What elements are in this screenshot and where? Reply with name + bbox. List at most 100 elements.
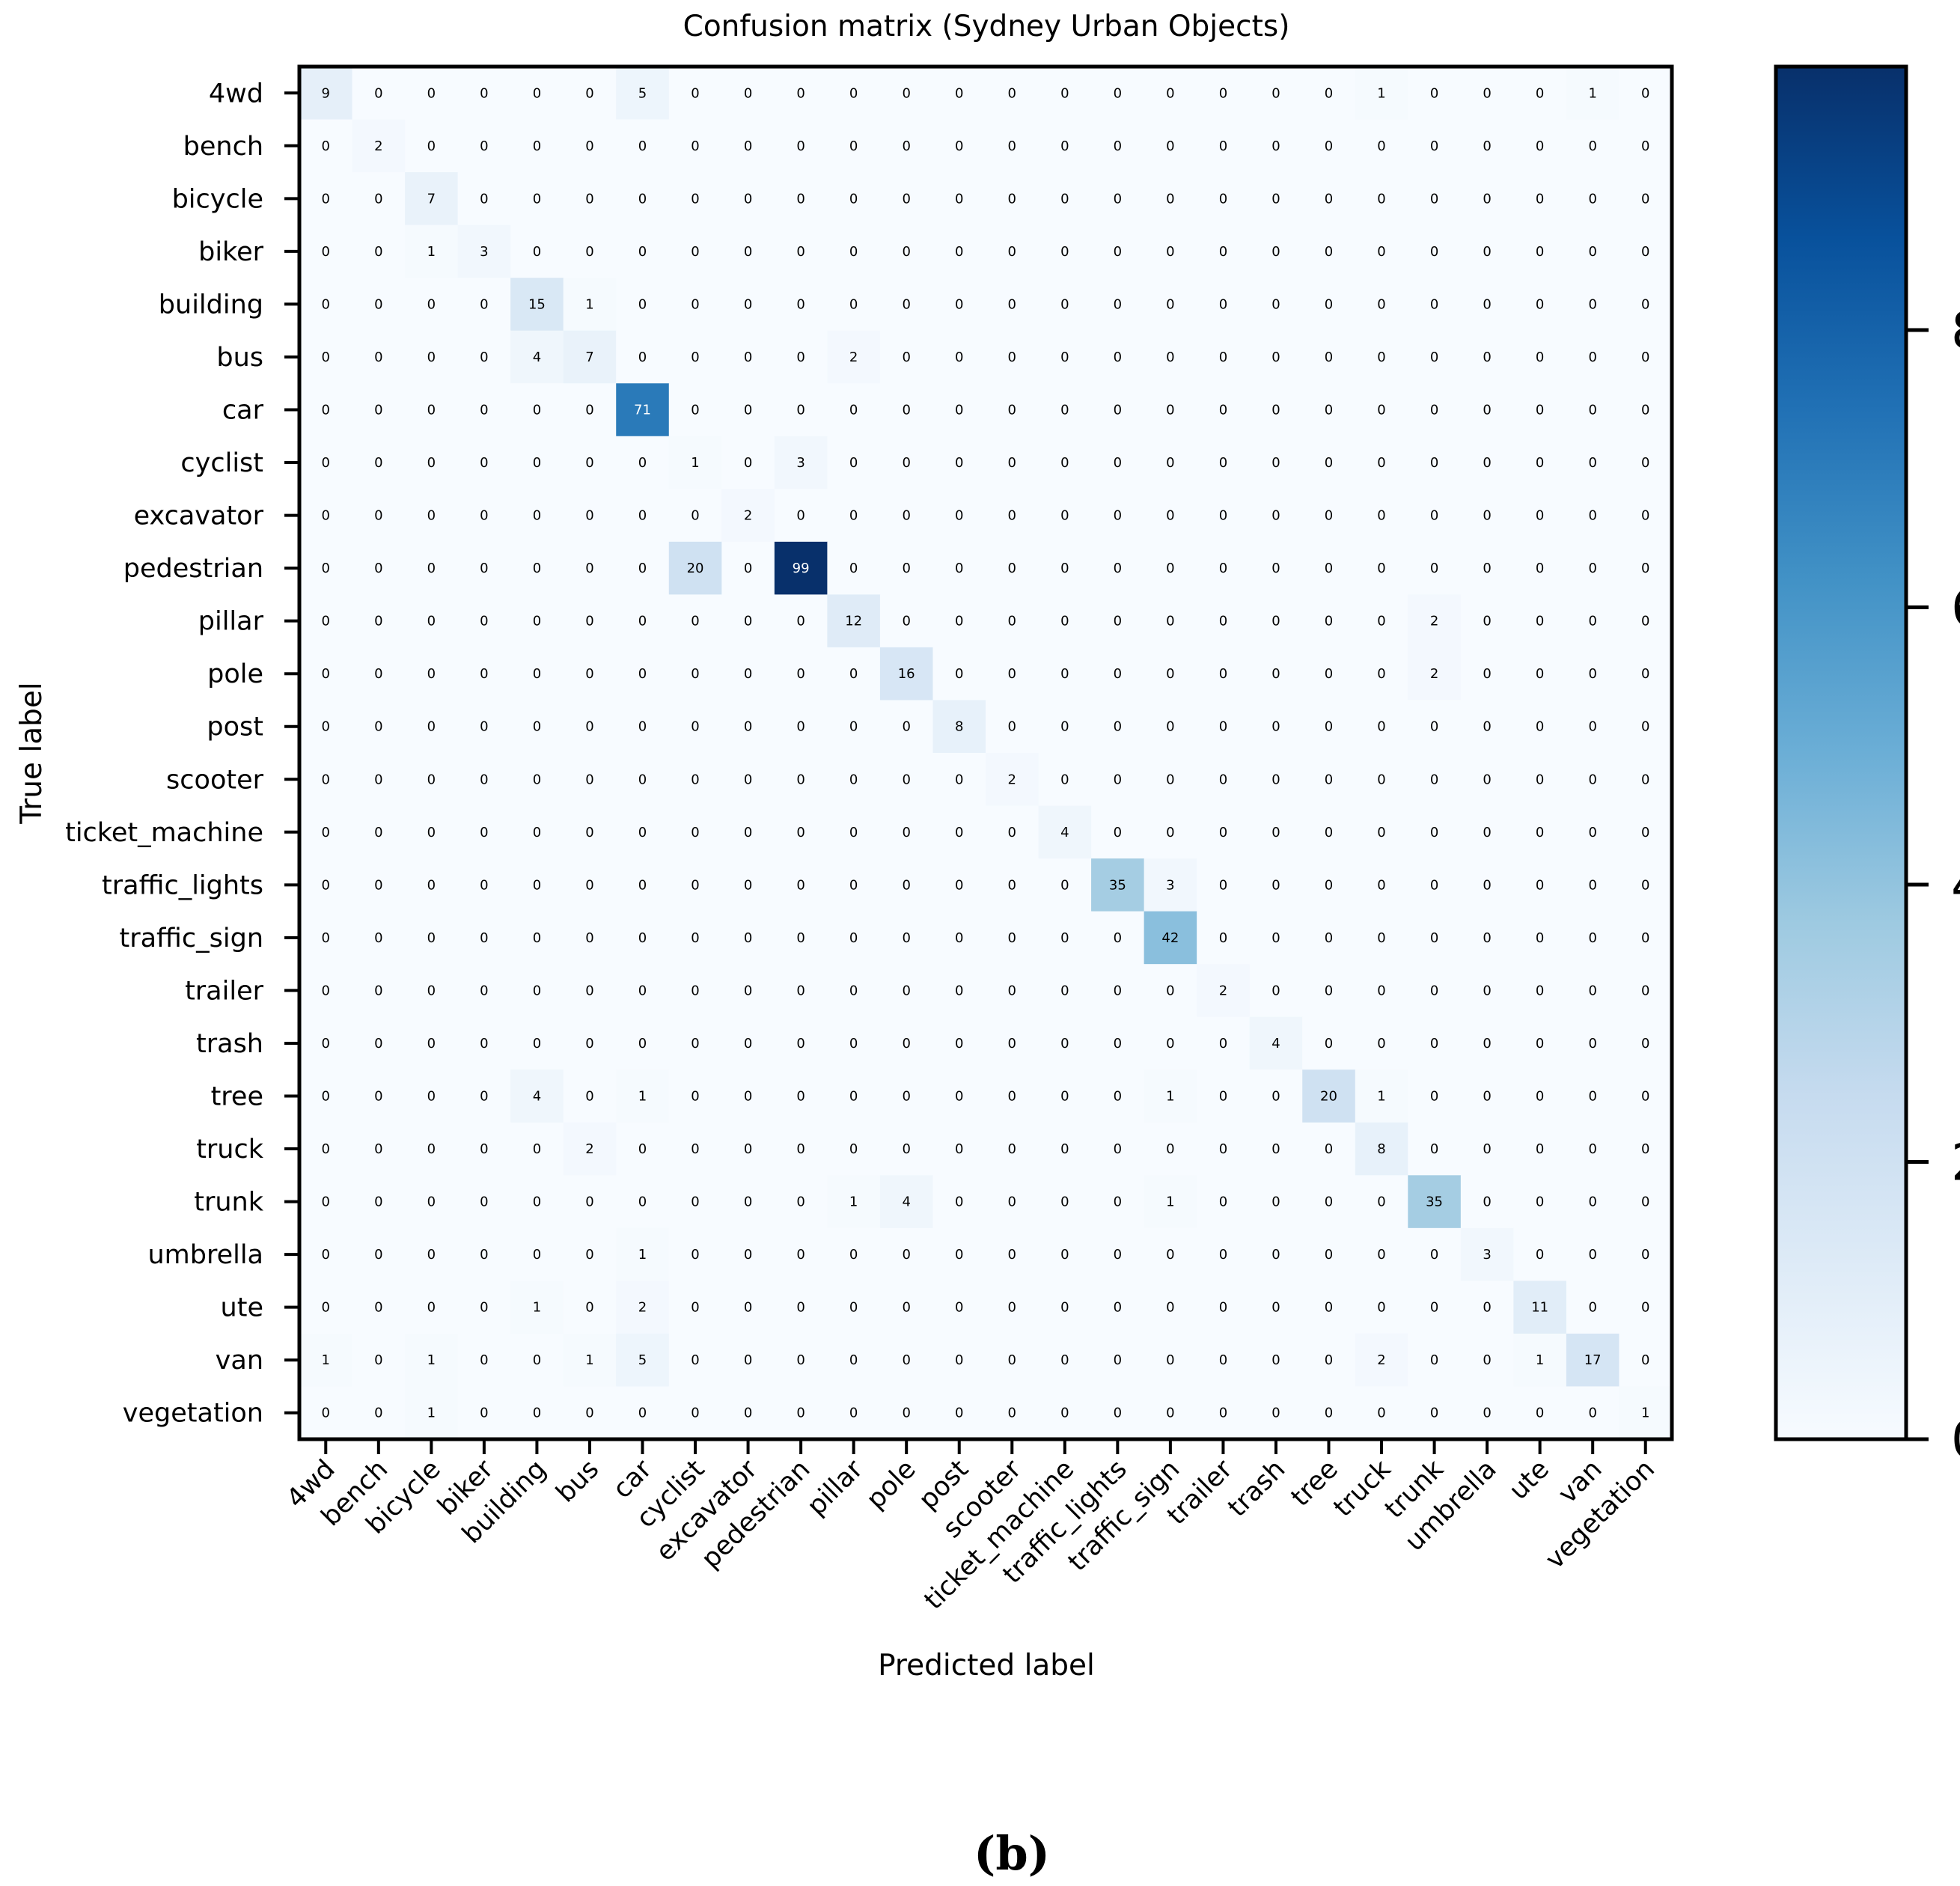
heatmap-cell (879, 1069, 933, 1123)
heatmap-cell (668, 1281, 722, 1334)
cell-value-label: 4 (902, 1194, 910, 1210)
cell-value-label: 0 (1483, 825, 1491, 840)
cell-value-label: 0 (1588, 508, 1596, 524)
cell-value-label: 0 (744, 983, 752, 998)
heatmap-cell (1619, 541, 1673, 595)
x-axis-label: Predicted label (878, 1649, 1095, 1682)
cell-value-label: 11 (1531, 1300, 1548, 1316)
heatmap-cell (1197, 1122, 1251, 1176)
cell-value-label: 0 (1588, 614, 1596, 629)
heatmap-cell (1355, 964, 1408, 1018)
heatmap-cell (299, 67, 353, 120)
heatmap-cell (1091, 436, 1145, 489)
heatmap-cell (405, 911, 459, 965)
heatmap-cells: 9 0 0 0 0 0 5 0 0 0 0 0 0 0 0 0 0 0 0 0 1 0 0 0 1 00 2 0 0 0 0 0 0 0 0 0 0 0 0… (299, 67, 1673, 1440)
heatmap-cell (616, 1069, 670, 1123)
colorbar-ticks: 0 20 40 60 80 (1906, 302, 1960, 1470)
cell-value-label: 0 (1219, 138, 1227, 154)
heatmap-cell (1355, 489, 1408, 543)
heatmap-cell (405, 647, 459, 701)
heatmap-cell (1302, 753, 1356, 807)
cell-value-label: 0 (427, 983, 436, 998)
heatmap-cell (510, 964, 564, 1018)
heatmap-cell (721, 1016, 775, 1070)
cell-value-label: 0 (1325, 1247, 1333, 1263)
cell-value-label: 0 (691, 983, 699, 998)
heatmap-cell (774, 594, 828, 648)
cell-value-label: 0 (1483, 983, 1491, 998)
heatmap-cell (299, 805, 353, 859)
cell-value-label: 0 (955, 508, 963, 524)
heatmap-cell (1249, 172, 1303, 226)
heatmap-cell (986, 1333, 1039, 1387)
cell-value-label: 0 (796, 719, 805, 735)
cell-value-label: 0 (1219, 614, 1227, 629)
cell-value-label: 0 (533, 191, 541, 207)
cell-value-label: 0 (1219, 455, 1227, 471)
heatmap-cell (1302, 1227, 1356, 1281)
heatmap-cell (1355, 1069, 1408, 1123)
heatmap-cell (563, 1227, 617, 1281)
cell-value-label: 0 (1641, 296, 1649, 312)
cell-value-label: 0 (374, 350, 382, 365)
heatmap-cell (1513, 1016, 1567, 1070)
cell-value-label: 0 (322, 825, 330, 840)
cell-value-label: 0 (1166, 244, 1174, 260)
cell-value-label: 0 (480, 1300, 488, 1316)
heatmap-cell (721, 1281, 775, 1334)
heatmap-cell (1197, 67, 1251, 120)
y-tick-label: van (216, 1346, 263, 1376)
heatmap-cell (1249, 119, 1303, 173)
cell-value-label: 0 (744, 403, 752, 418)
heatmap-cell (1302, 1122, 1356, 1176)
cell-value-label: 0 (691, 930, 699, 946)
cell-value-label: 0 (1377, 825, 1385, 840)
heatmap-cell (352, 67, 406, 120)
heatmap-cell (1619, 700, 1673, 754)
heatmap-cell (879, 119, 933, 173)
heatmap-cell (1513, 1069, 1567, 1123)
cell-value-label: 0 (1588, 561, 1596, 576)
cell-value-label: 0 (1114, 1036, 1122, 1052)
heatmap-cell (1460, 1122, 1514, 1176)
heatmap-cell (1408, 805, 1462, 859)
cell-value-label: 0 (1060, 719, 1069, 735)
cell-value-label: 0 (1430, 455, 1438, 471)
heatmap-cell (879, 278, 933, 332)
heatmap-cell (352, 1122, 406, 1176)
cell-value-label: 0 (1325, 719, 1333, 735)
heatmap-cell (932, 383, 986, 437)
cell-value-label: 0 (374, 508, 382, 524)
cell-value-label: 0 (1166, 350, 1174, 365)
heatmap-cell (932, 911, 986, 965)
cell-value-label: 0 (374, 1247, 382, 1263)
cell-value-label: 0 (691, 772, 699, 787)
heatmap-cell (1302, 119, 1356, 173)
heatmap-cell (1091, 1069, 1145, 1123)
heatmap-cell (1619, 594, 1673, 648)
heatmap-cell (774, 489, 828, 543)
heatmap-cell (1302, 1069, 1356, 1123)
cell-value-label: 0 (322, 1036, 330, 1052)
cell-value-label: 0 (1536, 191, 1544, 207)
cell-value-label: 0 (427, 1141, 436, 1157)
heatmap-cell (1619, 225, 1673, 278)
heatmap-cell (405, 1122, 459, 1176)
cell-value-label: 0 (322, 403, 330, 418)
heatmap-cell (1513, 225, 1567, 278)
cell-value-label: 0 (1325, 138, 1333, 154)
heatmap-cell (879, 1016, 933, 1070)
cell-value-label: 0 (1588, 1141, 1596, 1157)
heatmap-cell (510, 911, 564, 965)
cell-value-label: 0 (1588, 666, 1596, 682)
heatmap-cell (299, 858, 353, 912)
heatmap-cell (668, 753, 722, 807)
y-tick-label: tree (211, 1082, 263, 1112)
cell-value-label: 0 (744, 244, 752, 260)
heatmap-cell (1619, 1281, 1673, 1334)
heatmap-cell (668, 594, 722, 648)
heatmap-cell (616, 225, 670, 278)
cell-value-label: 0 (533, 561, 541, 576)
y-tick-label: truck (196, 1135, 264, 1165)
cell-value-label: 0 (1060, 508, 1069, 524)
